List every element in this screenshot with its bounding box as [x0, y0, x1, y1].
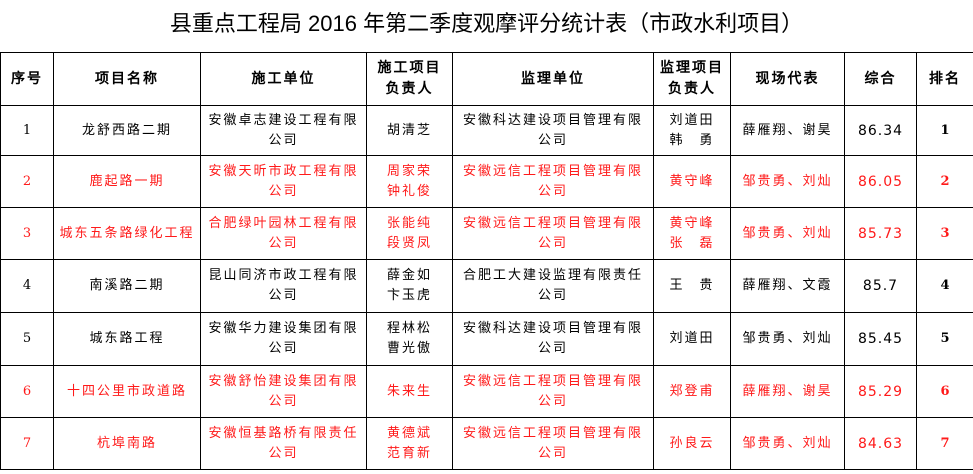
cell-row-number: 3	[0, 207, 54, 260]
page-title: 县重点工程局 2016 年第二季度观摩评分统计表（市政水利项目）	[169, 11, 804, 36]
cell-site-rep: 薛雁翔、谢昊	[730, 365, 845, 418]
cell-project-name: 南溪路二期	[53, 259, 201, 313]
cell-contractor-lead: 朱来生	[366, 365, 453, 418]
table-row: 5 城东路工程 安徽华力建设集团有限公司 程林松 曹光傲 安徽科达建设项目管理有限公司 刘道…	[0, 312, 973, 366]
cell-row-number: 6	[0, 365, 54, 418]
cell-contractor-lead: 周家荣 钟礼俊	[366, 155, 453, 208]
table-row: 3 城东五条路绿化工程 合肥绿叶园林工程有限公司 张能纯 段贤凤 安徽远信工程项目管理有限…	[0, 207, 973, 260]
cell-contractor-lead: 薛金如 卞玉虎	[366, 259, 453, 313]
cell-score: 84.63	[844, 417, 917, 470]
cell-contractor: 昆山同济市政工程有限公司	[200, 259, 367, 313]
cell-row-number: 5	[0, 312, 54, 366]
cell-rank: 2	[916, 155, 973, 208]
table-row: 6 十四公里市政道路 安徽舒怡建设集团有限公司 朱来生 安徽远信工程项目管理有限公司 郑登…	[0, 365, 973, 418]
header-contractor-lead: 施工项目负责人	[366, 52, 453, 106]
table-row: 1 龙舒西路二期 安徽卓志建设工程有限公司 胡清芝 安徽科达建设项目管理有限公司 刘道田韩…	[0, 105, 973, 156]
cell-row-number: 1	[0, 105, 54, 156]
header-contractor: 施工单位	[200, 52, 367, 106]
header-score: 综合	[844, 52, 917, 106]
cell-site-rep: 邹贵勇、刘灿	[730, 155, 845, 208]
cell-supervisor: 安徽远信工程项目管理有限公司	[452, 365, 654, 418]
cell-row-number: 2	[0, 155, 54, 208]
cell-supervisor-lead: 孙良云	[653, 417, 731, 470]
cell-rank: 3	[916, 207, 973, 260]
cell-contractor: 安徽恒基路桥有限责任公司	[200, 417, 367, 470]
cell-site-rep: 薛雁翔、文霞	[730, 259, 845, 313]
cell-supervisor-lead: 郑登甫	[653, 365, 731, 418]
cell-score: 85.45	[844, 312, 917, 366]
cell-supervisor-lead: 黄守峰张 磊	[653, 207, 731, 260]
cell-site-rep: 薛雁翔、谢昊	[730, 105, 845, 156]
cell-rank: 6	[916, 365, 973, 418]
cell-score: 86.34	[844, 105, 917, 156]
cell-supervisor-lead: 王 贵	[653, 259, 731, 313]
cell-score: 85.7	[844, 259, 917, 313]
cell-supervisor: 安徽远信工程项目管理有限公司	[452, 155, 654, 208]
cell-site-rep: 邹贵勇、刘灿	[730, 312, 845, 366]
cell-rank: 4	[916, 259, 973, 313]
cell-site-rep: 邹贵勇、刘灿	[730, 207, 845, 260]
cell-row-number: 4	[0, 259, 54, 313]
cell-project-name: 龙舒西路二期	[53, 105, 201, 156]
header-site-rep: 现场代表	[730, 52, 845, 106]
cell-project-name: 十四公里市政道路	[53, 365, 201, 418]
cell-project-name: 鹿起路一期	[53, 155, 201, 208]
cell-supervisor: 安徽科达建设项目管理有限公司	[452, 312, 654, 366]
table-row: 7 杭埠南路 安徽恒基路桥有限责任公司 黄德斌 范育新 安徽远信工程项目管理有限公司 孙良云…	[0, 417, 973, 470]
cell-site-rep: 邹贵勇、刘灿	[730, 417, 845, 470]
cell-project-name: 城东路工程	[53, 312, 201, 366]
header-rank: 排名	[916, 52, 973, 106]
table-row: 4 南溪路二期 昆山同济市政工程有限公司 薛金如 卞玉虎 合肥工大建设监理有限责任公司王 …	[0, 259, 973, 313]
cell-score: 86.05	[844, 155, 917, 208]
table-header-row: 序号 项目名称 施工单位 施工项目负责人 监理单位 监理项目负责人 现场代表 综…	[0, 52, 973, 106]
cell-project-name: 城东五条路绿化工程	[53, 207, 201, 260]
header-supervisor-lead: 监理项目负责人	[653, 52, 731, 106]
cell-rank: 5	[916, 312, 973, 366]
cell-score: 85.73	[844, 207, 917, 260]
cell-supervisor-lead: 黄守峰	[653, 155, 731, 208]
cell-supervisor: 安徽远信工程项目管理有限公司	[452, 207, 654, 260]
cell-contractor-lead: 黄德斌 范育新	[366, 417, 453, 470]
header-project: 项目名称	[53, 52, 201, 106]
cell-supervisor: 安徽科达建设项目管理有限公司	[452, 105, 654, 156]
table-row: 2 鹿起路一期 安徽天昕市政工程有限公司 周家荣 钟礼俊 安徽远信工程项目管理有限公司 黄守…	[0, 155, 973, 208]
cell-supervisor: 安徽远信工程项目管理有限公司	[452, 417, 654, 470]
cell-contractor: 安徽华力建设集团有限公司	[200, 312, 367, 366]
cell-supervisor: 合肥工大建设监理有限责任公司	[452, 259, 654, 313]
cell-score: 85.29	[844, 365, 917, 418]
cell-rank: 7	[916, 417, 973, 470]
cell-contractor: 安徽舒怡建设集团有限公司	[200, 365, 367, 418]
cell-project-name: 杭埠南路	[53, 417, 201, 470]
cell-contractor-lead: 程林松 曹光傲	[366, 312, 453, 366]
cell-contractor: 合肥绿叶园林工程有限公司	[200, 207, 367, 260]
cell-contractor-lead: 胡清芝	[366, 105, 453, 156]
header-supervisor: 监理单位	[452, 52, 654, 106]
cell-rank: 1	[916, 105, 973, 156]
cell-row-number: 7	[0, 417, 54, 470]
cell-contractor: 安徽卓志建设工程有限公司	[200, 105, 367, 156]
cell-contractor: 安徽天昕市政工程有限公司	[200, 155, 367, 208]
score-table: 序号 项目名称 施工单位 施工项目负责人 监理单位 监理项目负责人 现场代表 综…	[0, 52, 973, 470]
cell-supervisor-lead: 刘道田韩 勇	[653, 105, 731, 156]
cell-contractor-lead: 张能纯 段贤凤	[366, 207, 453, 260]
cell-supervisor-lead: 刘道田	[653, 312, 731, 366]
header-no: 序号	[0, 52, 54, 106]
